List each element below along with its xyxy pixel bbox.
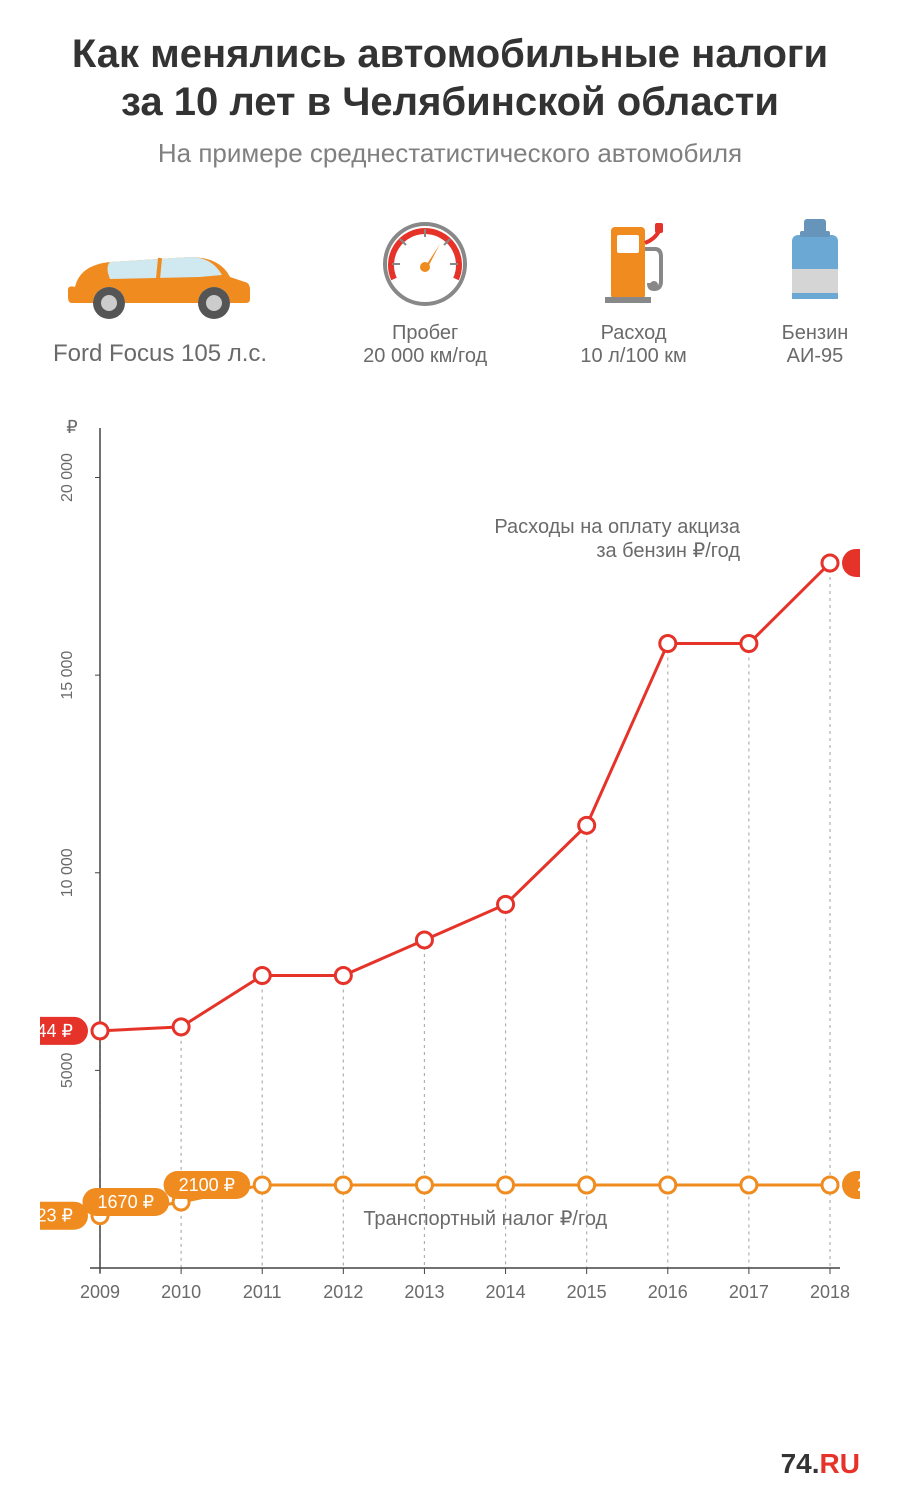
consumption-label-1: Расход xyxy=(580,322,686,345)
consumption-block: Расход 10 л/100 км xyxy=(580,209,686,368)
svg-text:20 000: 20 000 xyxy=(59,453,76,502)
fuel-container-icon xyxy=(780,209,850,309)
title-line-1: Как менялись автомобильные налоги xyxy=(40,30,860,78)
icons-row: Ford Focus 105 л.с. Пробег 20 000 км/год xyxy=(40,209,860,398)
mileage-label-1: Пробег xyxy=(363,322,487,345)
mileage-block: Пробег 20 000 км/год xyxy=(363,219,487,368)
svg-text:2018: 2018 xyxy=(810,1282,850,1302)
svg-text:2012: 2012 xyxy=(323,1282,363,1302)
mileage-label-2: 20 000 км/год xyxy=(363,345,487,368)
svg-text:5000: 5000 xyxy=(59,1052,76,1088)
chart-svg: 5000 10 000 15 000 20 000 ₽2009 2010 2011 2012 2… xyxy=(40,408,860,1328)
svg-text:за бензин ₽/год: за бензин ₽/год xyxy=(596,540,740,562)
svg-text:Транспортный налог ₽/год: Транспортный налог ₽/год xyxy=(363,1208,607,1230)
svg-text:2015: 2015 xyxy=(567,1282,607,1302)
logo-ru: RU xyxy=(820,1448,860,1479)
svg-text:₽: ₽ xyxy=(66,417,77,437)
fuel-label-2: АИ-95 xyxy=(780,345,850,368)
chart: 5000 10 000 15 000 20 000 ₽2009 2010 2011 2012 2… xyxy=(40,408,860,1388)
subtitle: На примере среднестатистического автомоб… xyxy=(40,138,860,169)
svg-text:2100 ₽: 2100 ₽ xyxy=(857,1175,860,1195)
svg-text:2017: 2017 xyxy=(729,1282,769,1302)
svg-text:2100 ₽: 2100 ₽ xyxy=(179,1175,236,1195)
site-logo: 74.RU xyxy=(781,1448,860,1480)
fuel-block: Бензин АИ-95 xyxy=(780,209,850,368)
car-icon xyxy=(50,227,270,327)
consumption-label-2: 10 л/100 км xyxy=(580,345,686,368)
svg-text:Расходы на оплату акциза: Расходы на оплату акциза xyxy=(494,516,741,538)
title: Как менялись автомобильные налоги за 10 … xyxy=(40,30,860,126)
fuel-pump-icon xyxy=(599,209,669,309)
svg-text:5444 ₽: 5444 ₽ xyxy=(40,1021,73,1041)
logo-74: 74. xyxy=(781,1448,820,1479)
car-block: Ford Focus 105 л.с. xyxy=(50,227,270,368)
svg-text:2013: 2013 xyxy=(404,1282,444,1302)
fuel-label-1: Бензин xyxy=(780,322,850,345)
svg-text:1670 ₽: 1670 ₽ xyxy=(98,1192,155,1212)
svg-text:10 000: 10 000 xyxy=(59,848,76,897)
svg-text:2010: 2010 xyxy=(161,1282,201,1302)
svg-text:15 000: 15 000 xyxy=(59,651,76,700)
svg-text:1323 ₽: 1323 ₽ xyxy=(40,1206,73,1226)
svg-text:2016: 2016 xyxy=(648,1282,688,1302)
speedometer-icon xyxy=(380,219,470,309)
car-label: Ford Focus 105 л.с. xyxy=(50,340,270,368)
svg-text:2011: 2011 xyxy=(243,1282,282,1302)
svg-text:2014: 2014 xyxy=(486,1282,526,1302)
svg-text:2009: 2009 xyxy=(80,1282,120,1302)
title-line-2: за 10 лет в Челябинской области xyxy=(40,78,860,126)
